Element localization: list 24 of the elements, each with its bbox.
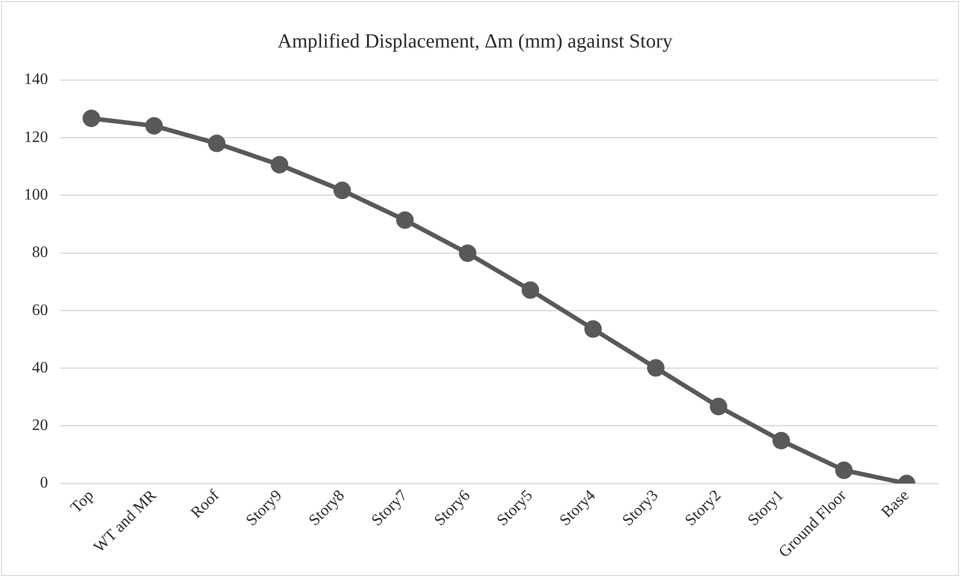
point — [710, 398, 728, 416]
point — [82, 110, 100, 128]
y-tick-label: 40 — [32, 359, 48, 376]
point — [208, 134, 226, 152]
point — [647, 359, 665, 377]
point — [522, 281, 540, 299]
point — [333, 182, 351, 200]
point — [270, 156, 288, 174]
x-tick-label: Base — [878, 487, 912, 522]
chart-title: Amplified Displacement, Δm (mm) against Story — [277, 30, 673, 52]
y-tick-label: 140 — [24, 71, 48, 88]
x-tick-label: Top — [68, 487, 98, 517]
y-tick-label: 100 — [24, 186, 48, 204]
point — [145, 117, 163, 135]
y-tick-label: 80 — [32, 244, 48, 262]
point — [584, 320, 602, 338]
y-tick-label: 20 — [32, 417, 48, 434]
point — [772, 432, 790, 450]
point — [458, 244, 476, 262]
point — [835, 462, 853, 480]
point — [396, 211, 414, 229]
y-tick-label: 60 — [32, 302, 48, 319]
y-tick-label: 120 — [24, 128, 48, 146]
y-tick-label: 0 — [40, 474, 48, 492]
